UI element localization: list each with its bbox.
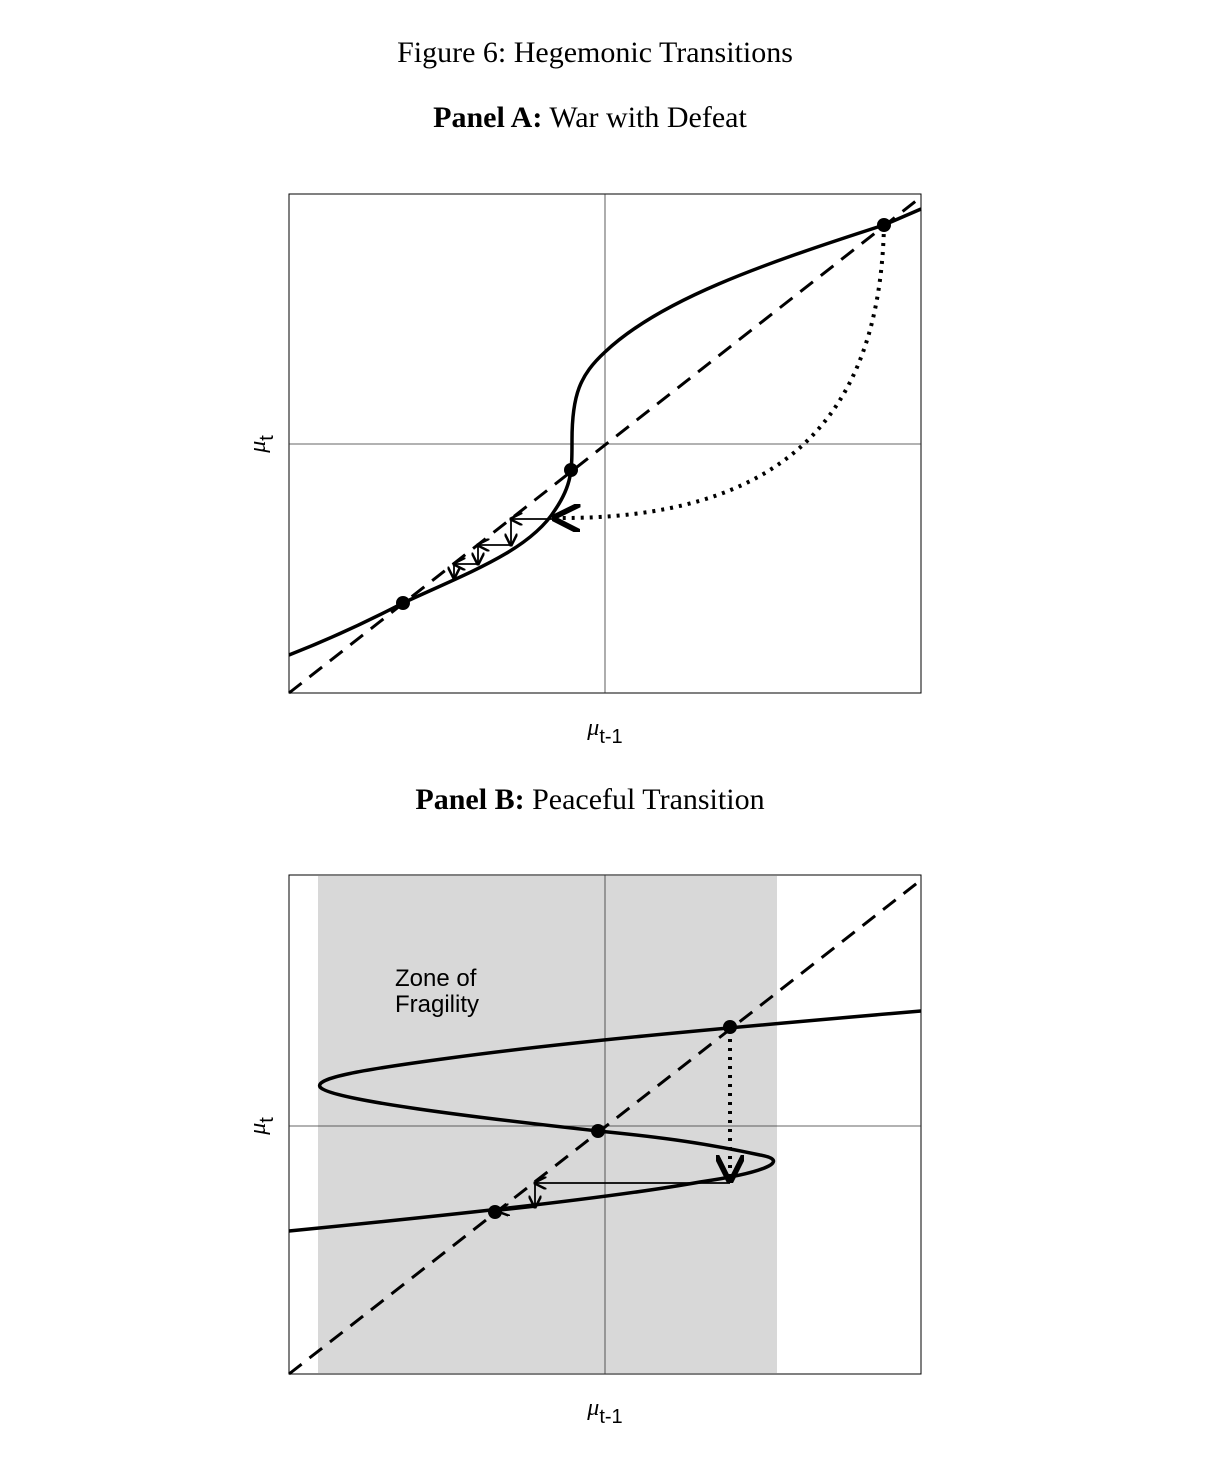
dynamics-arrows	[498, 1183, 730, 1211]
45-degree-line	[288, 878, 922, 1376]
panel-a-plot	[288, 193, 922, 695]
axis-subscript: t	[256, 1117, 278, 1123]
y-axis-label: μt	[245, 435, 278, 454]
panel-title: Panel A: War with Defeat	[433, 101, 747, 134]
axis-symbol: μ	[586, 715, 599, 741]
axis-symbol: μ	[245, 1123, 271, 1136]
dynamics-arrows	[454, 519, 555, 578]
zone-label: Fragility	[395, 991, 479, 1018]
axis-subscript: t-1	[599, 1406, 622, 1428]
figure-title: Figure 6: Hegemonic Transitions	[397, 36, 793, 69]
x-axis-label: μt-1	[586, 1395, 622, 1428]
panel-title: Panel B: Peaceful Transition	[415, 783, 764, 816]
y-axis-label: μt	[245, 1117, 278, 1136]
axis-symbol: μ	[245, 441, 271, 454]
panel-label: Panel B:	[415, 783, 524, 816]
axis-subscript: t-1	[599, 726, 622, 748]
panel-subtitle: Peaceful Transition	[532, 783, 765, 816]
transition-curve	[288, 1009, 922, 1233]
equilibria	[396, 218, 891, 610]
x-axis-label: μt-1	[586, 715, 622, 748]
axis-symbol: μ	[586, 1395, 599, 1421]
panel-b-plot: Zone of Fragility	[288, 874, 922, 1376]
equilibria	[488, 1020, 737, 1219]
zone-label: Zone of	[395, 965, 477, 992]
panel-subtitle: War with Defeat	[549, 101, 747, 134]
45-degree-line	[288, 195, 922, 695]
axis-subscript: t	[256, 435, 278, 441]
panel-label: Panel A:	[433, 101, 542, 134]
